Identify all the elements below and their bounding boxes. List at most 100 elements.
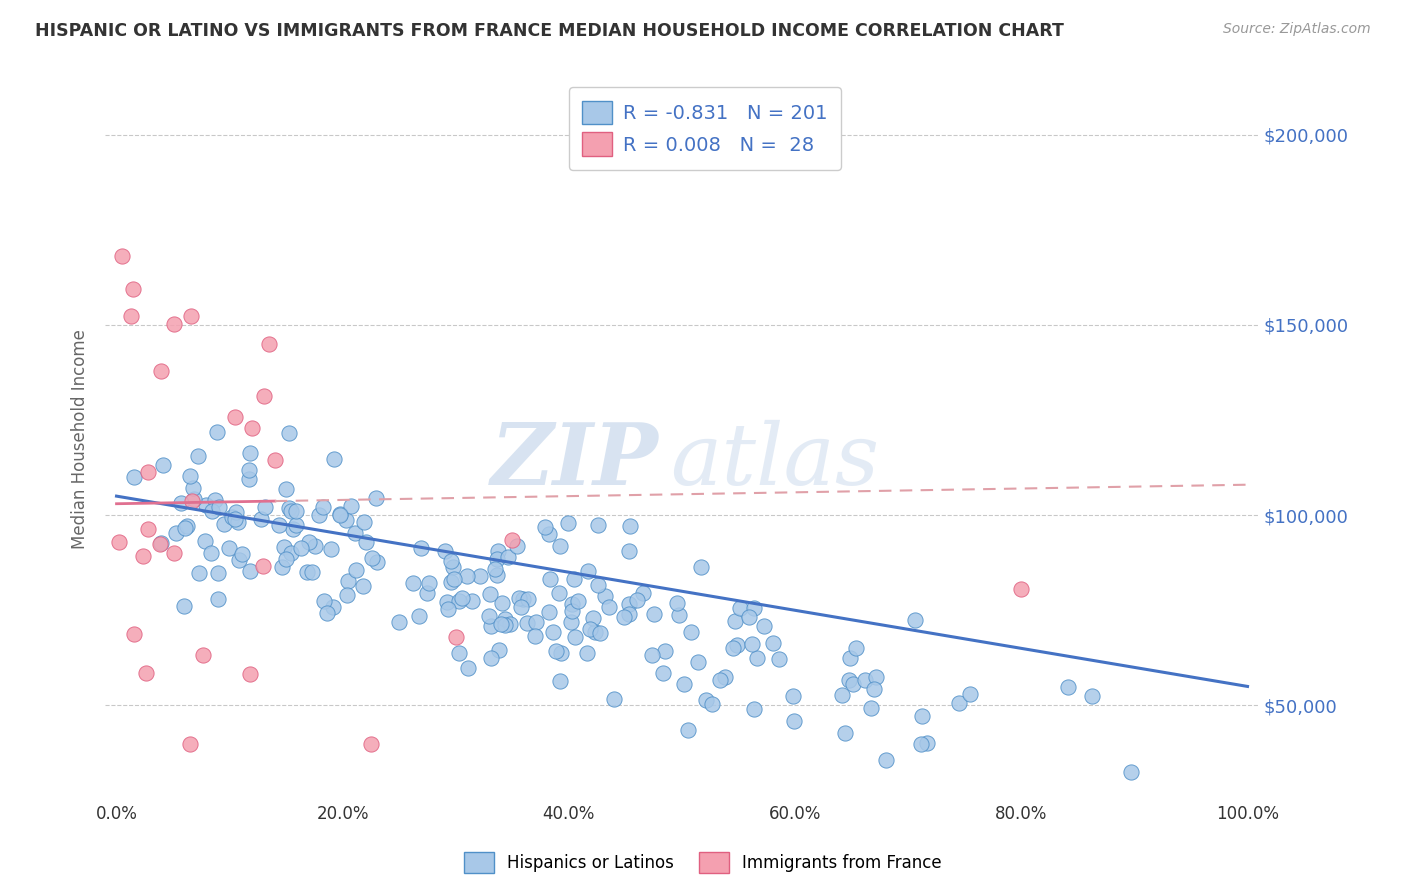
- Point: [695, 693, 717, 707]
- Point: [479, 587, 502, 601]
- Point: [613, 609, 636, 624]
- Point: [485, 551, 508, 566]
- Point: [290, 541, 312, 556]
- Point: [173, 599, 195, 613]
- Point: [207, 566, 229, 580]
- Point: [337, 574, 360, 588]
- Point: [911, 709, 934, 723]
- Point: [364, 491, 387, 505]
- Point: [959, 687, 981, 701]
- Y-axis label: Median Household Income: Median Household Income: [72, 329, 89, 549]
- Point: [443, 572, 465, 586]
- Point: [479, 619, 502, 633]
- Point: [152, 458, 174, 473]
- Point: [136, 522, 159, 536]
- Point: [582, 611, 605, 625]
- Point: [690, 560, 713, 574]
- Point: [122, 282, 145, 296]
- Point: [863, 682, 886, 697]
- Point: [457, 660, 479, 674]
- Point: [135, 665, 157, 680]
- Point: [782, 714, 804, 728]
- Point: [479, 651, 502, 665]
- Point: [312, 500, 335, 515]
- Point: [548, 539, 571, 553]
- Point: [226, 515, 249, 529]
- Point: [488, 642, 510, 657]
- Legend: Hispanics or Latinos, Immigrants from France: Hispanics or Latinos, Immigrants from Fr…: [457, 846, 949, 880]
- Point: [187, 566, 209, 580]
- Point: [149, 536, 172, 550]
- Point: [228, 553, 250, 567]
- Point: [238, 463, 260, 477]
- Point: [329, 508, 352, 523]
- Point: [567, 593, 589, 607]
- Point: [679, 624, 702, 639]
- Point: [252, 559, 274, 574]
- Point: [205, 425, 228, 440]
- Point: [666, 597, 689, 611]
- Point: [124, 627, 146, 641]
- Point: [516, 592, 538, 607]
- Point: [280, 503, 302, 517]
- Point: [224, 410, 246, 425]
- Point: [224, 512, 246, 526]
- Point: [239, 564, 262, 578]
- Point: [534, 520, 557, 534]
- Point: [183, 492, 205, 507]
- Point: [586, 578, 609, 592]
- Point: [301, 566, 323, 580]
- Point: [654, 644, 676, 658]
- Point: [187, 449, 209, 463]
- Point: [136, 465, 159, 479]
- Legend: R = -0.831   N = 201, R = 0.008   N =  28: R = -0.831 N = 201, R = 0.008 N = 28: [569, 87, 841, 169]
- Point: [273, 540, 295, 554]
- Point: [204, 492, 226, 507]
- Point: [387, 615, 409, 629]
- Point: [598, 599, 620, 614]
- Point: [576, 564, 599, 578]
- Point: [486, 568, 509, 582]
- Point: [285, 517, 308, 532]
- Point: [436, 602, 458, 616]
- Point: [489, 617, 512, 632]
- Point: [494, 612, 516, 626]
- Point: [617, 607, 640, 622]
- Point: [108, 534, 131, 549]
- Point: [688, 655, 710, 669]
- Point: [633, 586, 655, 600]
- Point: [709, 673, 731, 687]
- Point: [626, 593, 648, 607]
- Point: [782, 690, 804, 704]
- Point: [484, 562, 506, 576]
- Point: [344, 563, 367, 577]
- Point: [339, 499, 361, 513]
- Point: [752, 619, 775, 633]
- Point: [240, 421, 263, 435]
- Point: [120, 309, 142, 323]
- Point: [845, 640, 868, 655]
- Point: [508, 591, 530, 606]
- Point: [343, 526, 366, 541]
- Point: [267, 518, 290, 533]
- Point: [225, 505, 247, 519]
- Text: HISPANIC OR LATINO VS IMMIGRANTS FROM FRANCE MEDIAN HOUSEHOLD INCOME CORRELATION: HISPANIC OR LATINO VS IMMIGRANTS FROM FR…: [35, 22, 1064, 40]
- Point: [494, 617, 516, 632]
- Point: [676, 723, 699, 737]
- Point: [491, 596, 513, 610]
- Point: [411, 541, 433, 555]
- Point: [450, 591, 472, 606]
- Point: [904, 613, 927, 627]
- Point: [295, 565, 318, 579]
- Point: [447, 594, 470, 608]
- Point: [668, 607, 690, 622]
- Point: [768, 652, 790, 666]
- Point: [163, 546, 186, 560]
- Point: [353, 515, 375, 529]
- Point: [433, 544, 456, 558]
- Point: [510, 600, 533, 615]
- Text: Source: ZipAtlas.com: Source: ZipAtlas.com: [1223, 22, 1371, 37]
- Point: [702, 697, 724, 711]
- Point: [322, 600, 344, 615]
- Point: [181, 494, 204, 508]
